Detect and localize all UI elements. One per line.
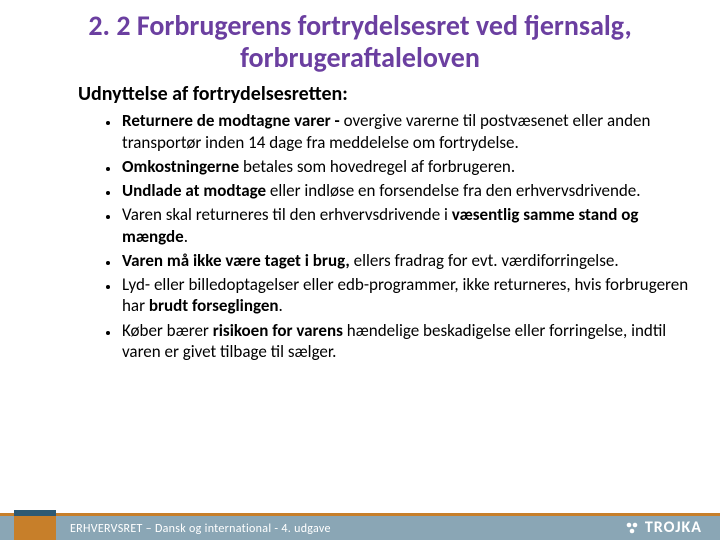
list-item: Varen skal returneres til den erhvervsdr… xyxy=(120,204,690,247)
slide-title: 2. 2 Forbrugerens fortrydelsesret ved fj… xyxy=(0,0,720,78)
list-item: Undlade at modtage eller indløse en fors… xyxy=(120,180,690,201)
footer: ERHVERVSRET – Dansk og international - 4… xyxy=(0,510,720,540)
bullet-post: . xyxy=(184,226,188,247)
list-item: Returnere de modtagne varer - overgive v… xyxy=(120,110,690,153)
brand: TROJKA xyxy=(625,518,702,537)
bullet-pre: Køber bærer xyxy=(122,320,213,341)
list-item: Omkostningerne betales som hovedregel af… xyxy=(120,156,690,177)
slide-subtitle: Udnyttelse af fortrydelsesretten: xyxy=(0,78,720,108)
slide: 2. 2 Forbrugerens fortrydelsesret ved fj… xyxy=(0,0,720,540)
bullet-bold: Undlade at modtage xyxy=(122,180,266,201)
brand-text: TROJKA xyxy=(645,518,702,537)
list-item: Varen må ikke være taget i brug, ellers … xyxy=(120,250,690,271)
bullet-post: ellers fradrag for evt. værdiforringelse… xyxy=(350,250,619,271)
bullet-bold: brudt forseglingen xyxy=(149,295,279,316)
footer-accent-top xyxy=(14,510,56,516)
bullet-bold: Returnere de modtagne varer - xyxy=(122,110,340,131)
brand-icon xyxy=(625,521,639,535)
bullet-list: Returnere de modtagne varer - overgive v… xyxy=(0,110,720,362)
list-item: Køber bærer risikoen for varens hændelig… xyxy=(120,320,690,363)
bullet-post: . xyxy=(279,295,283,316)
bullet-bold: Varen må ikke være taget i brug, xyxy=(122,250,350,271)
bullet-post: betales som hovedregel af forbrugeren. xyxy=(239,156,515,177)
bullet-bold: Omkostningerne xyxy=(122,156,239,177)
bullet-bold: risikoen for varens xyxy=(213,320,343,341)
bullet-post: eller indløse en forsendelse fra den erh… xyxy=(266,180,641,201)
list-item: Lyd- eller billedoptagelser eller edb-pr… xyxy=(120,274,690,317)
bullet-pre: Varen skal returneres til den erhvervsdr… xyxy=(122,204,452,225)
footer-text: ERHVERVSRET – Dansk og international - 4… xyxy=(70,522,331,536)
